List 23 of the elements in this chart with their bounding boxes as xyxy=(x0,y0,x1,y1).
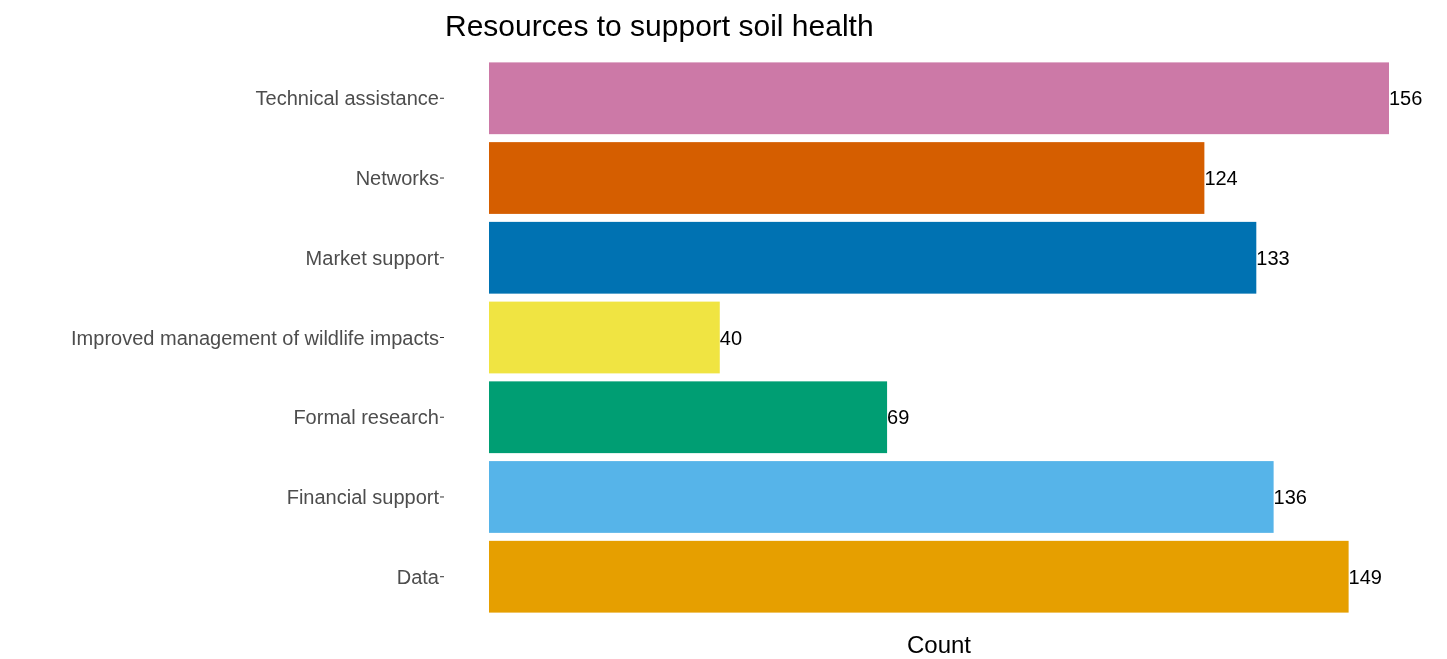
y-tick-label: Technical assistance xyxy=(255,87,439,110)
y-tick-label: Formal research xyxy=(293,406,439,429)
y-tick-label: Networks xyxy=(355,167,439,190)
data-label: 149 xyxy=(1348,565,1382,588)
chart-title: Resources to support soil health xyxy=(445,9,874,42)
data-label: 69 xyxy=(887,406,910,429)
bar xyxy=(489,301,720,374)
data-label: 40 xyxy=(719,326,743,349)
y-tick-label: Improved management of wildlife impacts xyxy=(71,326,439,349)
bar xyxy=(489,461,1274,533)
data-label: 133 xyxy=(1256,246,1290,269)
y-tick-label: Market support xyxy=(305,246,440,269)
bar xyxy=(489,540,1349,613)
bar xyxy=(489,221,1257,294)
data-label: 156 xyxy=(1389,87,1423,110)
data-label: 124 xyxy=(1204,167,1238,190)
data-label: 136 xyxy=(1273,485,1307,508)
y-tick-label: Data xyxy=(396,565,440,588)
x-axis-title: Count xyxy=(906,631,972,658)
bar xyxy=(489,381,888,454)
bar xyxy=(489,62,1389,135)
y-tick-label: Financial support xyxy=(286,485,440,508)
bar xyxy=(489,142,1205,214)
